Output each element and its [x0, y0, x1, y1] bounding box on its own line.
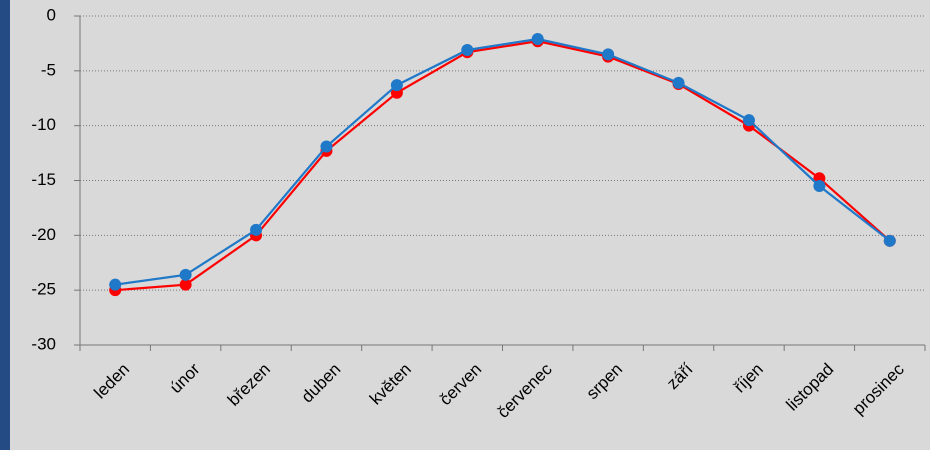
- point: [602, 48, 615, 61]
- point: [179, 268, 192, 281]
- point: [250, 223, 263, 236]
- point: [109, 278, 122, 291]
- point: [531, 33, 544, 46]
- y-tick-label: -25: [31, 280, 56, 299]
- point: [883, 234, 896, 247]
- point: [461, 43, 474, 56]
- series-line: [115, 40, 891, 292]
- y-tick-label: 0: [47, 5, 56, 24]
- series-line: [115, 37, 891, 286]
- y-tick-label: -30: [31, 334, 56, 353]
- point: [672, 76, 685, 89]
- side-strip: [0, 0, 10, 450]
- y-tick-label: -20: [31, 225, 56, 244]
- y-tick-label: -15: [31, 170, 56, 189]
- point: [320, 140, 333, 153]
- point: [742, 114, 755, 127]
- y-tick-label: -5: [41, 60, 56, 79]
- point: [179, 278, 192, 291]
- point: [390, 79, 403, 92]
- y-tick-label: -10: [31, 115, 56, 134]
- point: [813, 179, 826, 192]
